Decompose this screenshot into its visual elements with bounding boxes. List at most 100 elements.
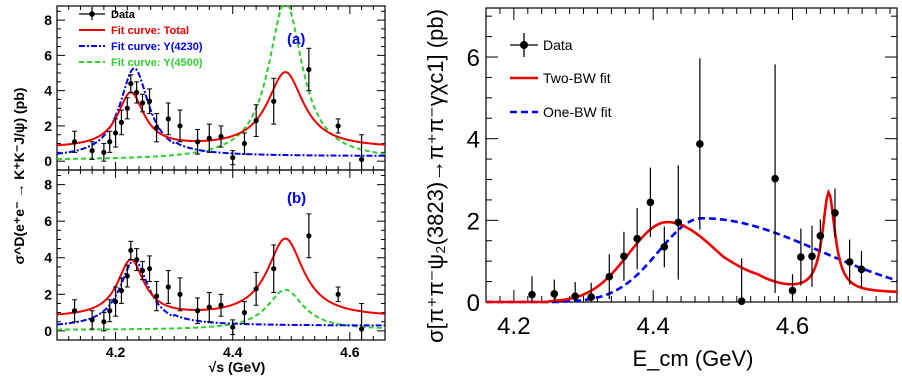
data-point (241, 309, 248, 316)
data-point (696, 140, 704, 148)
data-point (646, 198, 655, 207)
data-point (194, 139, 201, 145)
data-point (107, 139, 113, 145)
data-point (89, 317, 95, 323)
data-point (146, 266, 153, 272)
panel-right-frame (485, 7, 898, 303)
panel-b-tag: (b) (287, 190, 306, 207)
legend-label-y4500: Fit curve: Y(4500) (111, 57, 203, 69)
panel-a: 0 2 4 6 8 (a) Data Fit curve: Total Fit curv… (44, 5, 386, 171)
data-point (71, 139, 78, 145)
data-point (253, 286, 259, 292)
data-point (118, 119, 125, 125)
y-tick-label: 8 (44, 177, 52, 193)
data-point (845, 258, 854, 266)
left-x-axis-label: √s (GeV) (209, 359, 266, 375)
data-point (134, 256, 140, 263)
panel-b: 4.2 4.4 4.6 0 2 4 6 8 (b) (44, 169, 386, 360)
legend-label-y4230: Fit curve: Y(4230) (111, 41, 203, 53)
data-point (528, 290, 536, 299)
x-tick-label: 4.6 (776, 313, 809, 340)
data-point (218, 302, 224, 308)
data-point (139, 100, 146, 106)
data-point (797, 253, 805, 261)
legend-data-marker (89, 11, 95, 17)
y-tick-label: 0 (44, 323, 52, 339)
y-tick-label: 2 (44, 286, 52, 302)
fit-curve-y4230 (56, 259, 385, 327)
left-y-axis-label: σ^D(e⁺e⁻ → K⁺K⁻J/ψ) (pb) (11, 88, 27, 265)
data-point (153, 125, 160, 131)
y-tick-label: 6 (467, 45, 480, 72)
legend-label-total: Fit curve: Total (111, 25, 189, 37)
data-point (101, 319, 107, 325)
data-point (808, 252, 816, 261)
data-point (253, 118, 259, 124)
data-point (335, 291, 341, 297)
x-tick-label: 4.6 (340, 344, 360, 360)
data-point (206, 304, 212, 310)
legend-label-data: Data (111, 9, 136, 21)
data-point (816, 232, 825, 240)
y-tick-label: 4 (467, 127, 480, 154)
panel-a-tag: (a) (287, 31, 305, 48)
y-tick-label: 6 (44, 213, 52, 229)
data-point (177, 123, 183, 129)
data-point (112, 130, 119, 136)
x-tick-label: 4.2 (106, 344, 126, 360)
data-point (230, 324, 236, 330)
panel-a-legend: Data Fit curve: Total Fit curve: Y(4230)… (79, 8, 203, 69)
y-tick-label: 6 (44, 47, 52, 63)
panel-right-legend: Data Two-BW fit One-BW fit (510, 33, 612, 120)
x-tick-label: 4.4 (636, 313, 669, 340)
legend-r-label-data: Data (543, 37, 573, 53)
data-point (605, 272, 614, 281)
data-point (71, 308, 78, 314)
data-point (165, 284, 171, 290)
data-point (107, 308, 113, 314)
data-point (306, 233, 312, 239)
y-tick-label: 2 (44, 118, 52, 134)
data-point (134, 89, 140, 96)
fit-curve-y4500 (56, 288, 386, 331)
data-point (271, 266, 277, 272)
data-point (241, 140, 248, 147)
data-point (788, 286, 797, 295)
right-y-axis-label: σ[π⁺π⁻ψ₂(3823)→π⁺π⁻γχc1] (pb) (423, 9, 448, 343)
data-point (620, 252, 628, 261)
data-point (124, 105, 130, 111)
y-tick-label: 2 (467, 208, 480, 235)
data-point (358, 156, 365, 163)
x-tick-label: 4.4 (223, 344, 243, 360)
data-point (124, 273, 130, 279)
data-point (139, 267, 146, 274)
data-point (112, 299, 119, 305)
data-point (128, 80, 134, 87)
data-point (571, 292, 579, 301)
data-point (89, 148, 95, 154)
data-point (306, 66, 312, 73)
panel-right: 4.2 4.4 4.6 0 2 4 6 σ[π⁺π⁻ψ₂(3823)→π⁺π⁻γχc1] (… (423, 7, 898, 371)
data-point (857, 265, 866, 274)
legend-r-label-twobw: Two-BW fit (543, 70, 611, 86)
data-point (674, 218, 683, 227)
data-point (271, 98, 277, 104)
y-tick-label: 8 (44, 12, 52, 28)
data-point (358, 326, 365, 332)
right-x-axis-label: E_cm (GeV) (632, 346, 753, 371)
data-point (550, 290, 559, 298)
data-point (194, 308, 201, 314)
data-point (771, 174, 779, 183)
data-point (206, 135, 212, 141)
data-point (587, 293, 595, 301)
data-point (660, 243, 669, 251)
y-tick-label: 0 (467, 290, 480, 317)
y-tick-label: 4 (44, 250, 52, 266)
data-point (165, 116, 171, 122)
y-tick-label: 4 (44, 83, 52, 99)
data-point (153, 293, 160, 299)
y-tick-label: 0 (44, 153, 52, 169)
data-point (737, 297, 746, 305)
data-point (335, 123, 341, 129)
